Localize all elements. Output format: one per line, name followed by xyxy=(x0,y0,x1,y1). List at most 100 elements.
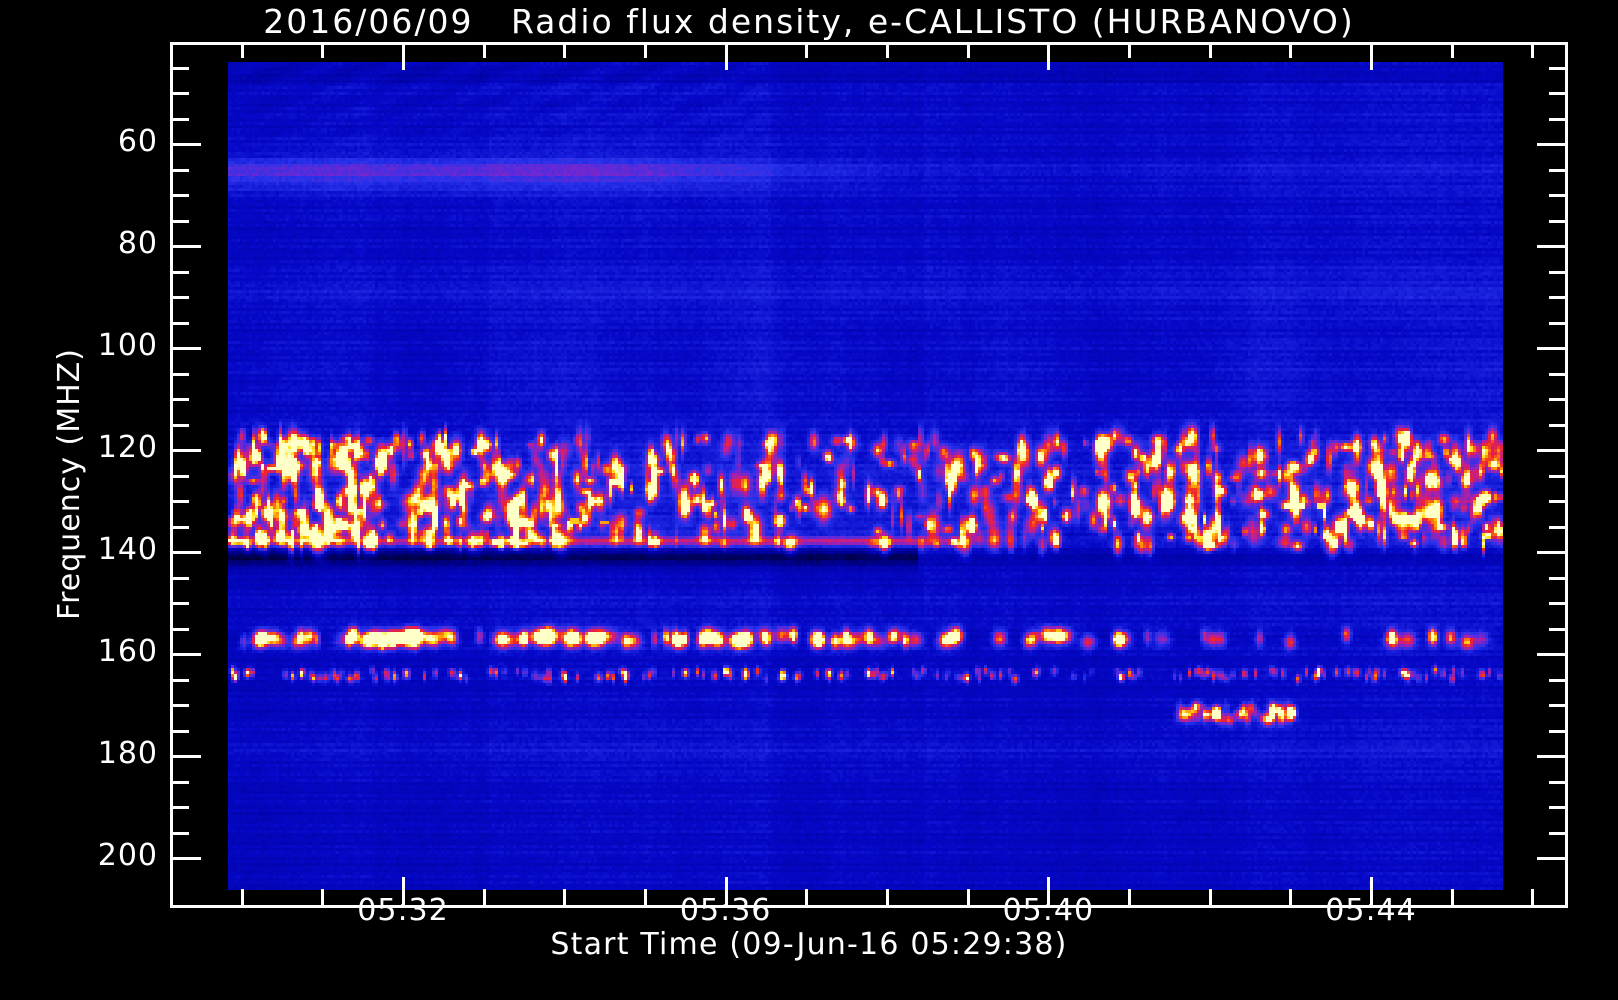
x-tick-43 xyxy=(1289,889,1293,905)
y-tick-right-110 xyxy=(1549,398,1565,401)
y-tick-170 xyxy=(173,704,189,707)
y-tick-45 xyxy=(173,66,189,70)
y-axis-title: Frequency (MHZ) xyxy=(52,348,87,620)
x-tick-32 xyxy=(402,877,405,905)
y-tick-90 xyxy=(173,296,189,299)
y-tick-140 xyxy=(173,551,201,554)
x-tick-42 xyxy=(1208,889,1212,905)
x-tick-top-32 xyxy=(402,42,405,70)
plot-frame xyxy=(170,42,1568,908)
y-tick-right-190 xyxy=(1549,806,1565,809)
y-tick-right-170 xyxy=(1549,704,1565,707)
x-tick-top-42 xyxy=(1208,42,1212,58)
y-tick-right-80 xyxy=(1537,245,1565,248)
x-tick-top-43 xyxy=(1289,42,1293,58)
y-tick-label-80: 80 xyxy=(117,226,158,261)
y-tick-right-50 xyxy=(1549,92,1565,95)
y-tick-right-120 xyxy=(1537,449,1565,452)
x-tick-top-33 xyxy=(482,42,486,58)
y-tick-right-140 xyxy=(1537,551,1565,554)
y-tick-right-145 xyxy=(1549,576,1565,580)
x-tick-40 xyxy=(1047,877,1051,905)
y-tick-110 xyxy=(173,398,189,401)
x-tick-44 xyxy=(1370,877,1373,905)
y-tick-175 xyxy=(173,729,189,733)
x-tick-label-05:36: 05:36 xyxy=(679,893,772,928)
y-tick-label-60: 60 xyxy=(117,124,158,159)
y-tick-label-120: 120 xyxy=(97,430,158,465)
y-tick-right-160 xyxy=(1537,653,1565,656)
y-tick-right-85 xyxy=(1549,270,1565,274)
y-tick-label-140: 140 xyxy=(97,532,158,567)
y-tick-125 xyxy=(173,474,189,478)
y-tick-145 xyxy=(173,576,189,580)
y-tick-85 xyxy=(173,270,189,274)
x-tick-31 xyxy=(321,889,325,905)
y-tick-right-195 xyxy=(1549,831,1565,835)
x-axis-title: Start Time (09-Jun-16 05:29:38) xyxy=(550,927,1068,962)
y-tick-right-65 xyxy=(1549,168,1565,172)
x-tick-top-31 xyxy=(321,42,325,58)
y-tick-70 xyxy=(173,194,189,197)
y-tick-label-160: 160 xyxy=(97,634,158,669)
y-tick-50 xyxy=(173,92,189,95)
y-tick-100 xyxy=(173,347,201,350)
y-tick-150 xyxy=(173,602,189,605)
x-tick-top-30 xyxy=(240,42,244,58)
figure-title: 2016/06/09 Radio flux density, e-CALLIST… xyxy=(263,2,1355,41)
y-tick-label-180: 180 xyxy=(97,736,158,771)
y-tick-95 xyxy=(173,321,189,325)
y-tick-75 xyxy=(173,219,189,223)
x-tick-38 xyxy=(886,889,889,905)
x-tick-top-41 xyxy=(1128,42,1131,58)
x-tick-34 xyxy=(563,889,567,905)
y-tick-135 xyxy=(173,525,189,529)
y-tick-right-55 xyxy=(1549,117,1565,121)
x-tick-label-05:40: 05:40 xyxy=(1002,893,1095,928)
x-tick-46 xyxy=(1531,889,1535,905)
y-tick-190 xyxy=(173,806,189,809)
x-tick-top-36 xyxy=(724,42,728,70)
spectrogram-image xyxy=(228,62,1503,890)
y-tick-130 xyxy=(173,500,189,503)
y-tick-right-125 xyxy=(1549,474,1565,478)
x-tick-top-46 xyxy=(1531,42,1535,58)
y-tick-55 xyxy=(173,117,189,121)
y-tick-180 xyxy=(173,755,201,758)
x-tick-39 xyxy=(966,889,970,905)
y-tick-right-165 xyxy=(1549,678,1565,682)
x-tick-top-34 xyxy=(563,42,567,58)
x-tick-33 xyxy=(482,889,486,905)
y-tick-right-155 xyxy=(1549,627,1565,631)
y-tick-right-135 xyxy=(1549,525,1565,529)
y-tick-200 xyxy=(173,857,201,860)
y-tick-120 xyxy=(173,449,201,452)
y-tick-right-200 xyxy=(1537,857,1565,860)
x-tick-label-05:44: 05:44 xyxy=(1325,893,1417,928)
x-tick-45 xyxy=(1450,889,1454,905)
y-tick-165 xyxy=(173,678,189,682)
x-tick-top-38 xyxy=(886,42,889,58)
x-tick-top-39 xyxy=(966,42,970,58)
y-tick-right-70 xyxy=(1549,194,1565,197)
x-tick-top-44 xyxy=(1370,42,1373,70)
y-tick-right-180 xyxy=(1537,755,1565,758)
y-tick-right-105 xyxy=(1549,372,1565,376)
x-tick-37 xyxy=(805,889,809,905)
y-tick-right-75 xyxy=(1549,219,1565,223)
y-tick-195 xyxy=(173,831,189,835)
y-tick-160 xyxy=(173,653,201,656)
y-tick-right-150 xyxy=(1549,602,1565,605)
x-tick-top-45 xyxy=(1450,42,1454,58)
x-tick-label-05:32: 05:32 xyxy=(357,893,449,928)
y-tick-label-100: 100 xyxy=(97,328,158,363)
y-tick-right-90 xyxy=(1549,296,1565,299)
x-tick-top-35 xyxy=(644,42,647,58)
y-tick-right-175 xyxy=(1549,729,1565,733)
x-tick-41 xyxy=(1128,889,1131,905)
y-tick-right-185 xyxy=(1549,780,1565,784)
y-tick-right-100 xyxy=(1537,347,1565,350)
y-tick-105 xyxy=(173,372,189,376)
x-tick-35 xyxy=(644,889,647,905)
